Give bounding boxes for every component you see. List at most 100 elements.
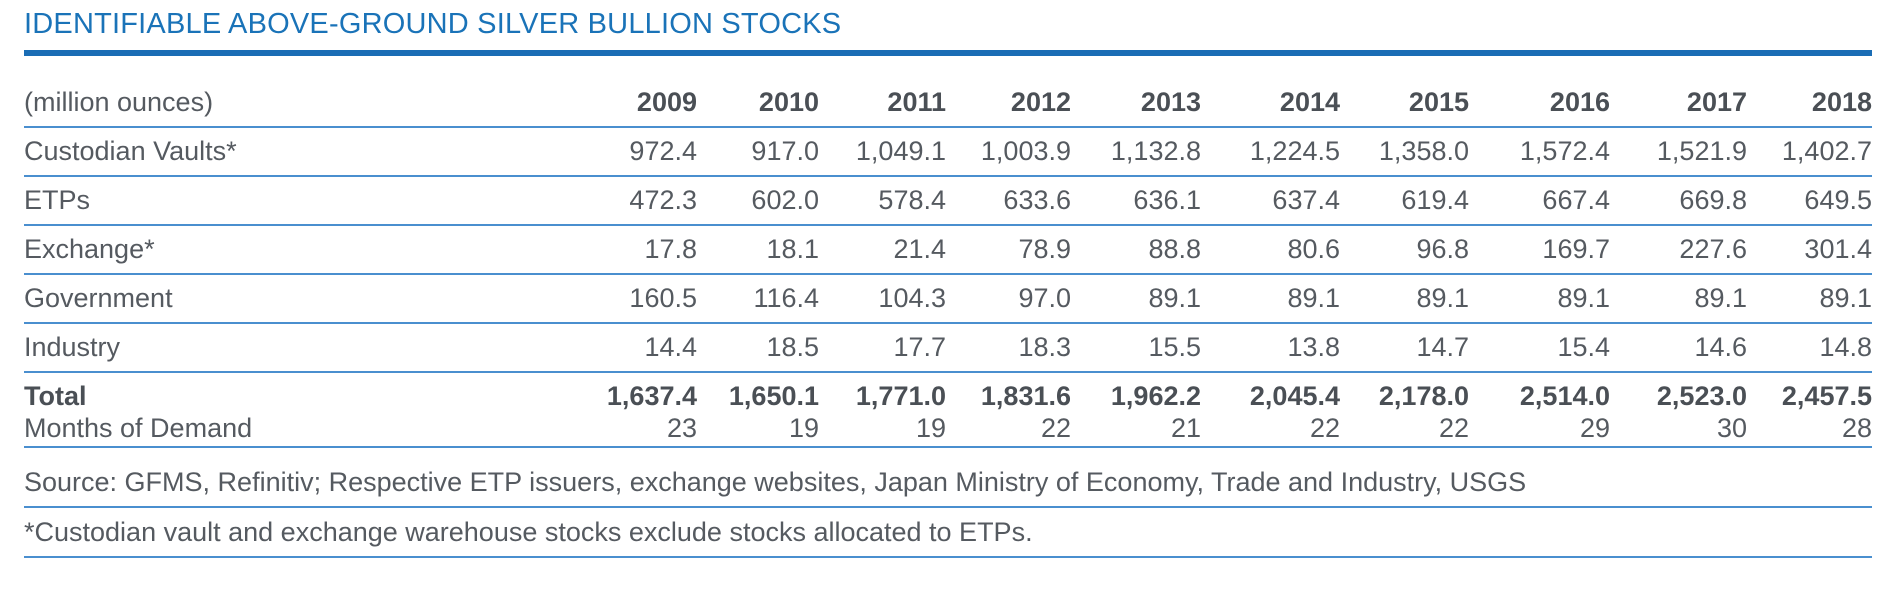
table-cell: 649.5 <box>1747 176 1872 226</box>
table-cell: 19 <box>697 413 819 448</box>
table-cell: 633.6 <box>946 176 1071 226</box>
unit-label: (million ounces) <box>24 78 570 128</box>
header-row: (million ounces) 2009 2010 2011 2012 201… <box>24 78 1872 128</box>
table-cell: 17.8 <box>570 225 697 275</box>
table-cell: 602.0 <box>697 176 819 226</box>
table-cell: 89.1 <box>1201 274 1340 324</box>
table-cell: 669.8 <box>1610 176 1747 226</box>
table-cell: 89.1 <box>1071 274 1201 324</box>
table-cell: 23 <box>570 413 697 448</box>
table-cell: 1,003.9 <box>946 127 1071 177</box>
total-cell: 1,637.4 <box>606 380 697 411</box>
table-notes: Source: GFMS, Refinitiv; Respective ETP … <box>24 458 1872 558</box>
table-cell: 917.0 <box>697 127 819 177</box>
table-row-total: Total 1,637.4 1,650.1 1,771.0 1,831.6 1,… <box>24 372 1872 413</box>
table-cell: 29 <box>1469 413 1610 448</box>
table-row-industry: Industry 14.4 18.5 17.7 18.3 15.5 13.8 1… <box>24 323 1872 373</box>
table-cell: 21 <box>1071 413 1201 448</box>
total-cell: 2,514.0 <box>1519 380 1610 411</box>
table-cell: 13.8 <box>1201 323 1340 373</box>
table-cell: 637.4 <box>1201 176 1340 226</box>
total-cell: 1,650.1 <box>728 380 819 411</box>
year-header: 2018 <box>1747 78 1872 128</box>
table-cell: 227.6 <box>1610 225 1747 275</box>
table-cell: 97.0 <box>946 274 1071 324</box>
table-cell: 21.4 <box>819 225 946 275</box>
source-note: Source: GFMS, Refinitiv; Respective ETP … <box>24 458 1872 508</box>
table-cell: 18.5 <box>697 323 819 373</box>
table-cell: 1,049.1 <box>819 127 946 177</box>
table-cell: 78.9 <box>946 225 1071 275</box>
table-cell: 1,572.4 <box>1469 127 1610 177</box>
table-cell: 169.7 <box>1469 225 1610 275</box>
table-row-etps: ETPs 472.3 602.0 578.4 633.6 636.1 637.4… <box>24 176 1872 226</box>
year-header: 2010 <box>697 78 819 128</box>
table-title: IDENTIFIABLE ABOVE-GROUND SILVER BULLION… <box>24 8 842 40</box>
table-cell: 15.4 <box>1469 323 1610 373</box>
table-cell: 15.5 <box>1071 323 1201 373</box>
row-label: ETPs <box>24 176 570 226</box>
table-cell: 28 <box>1747 413 1872 448</box>
table-cell: 14.7 <box>1340 323 1469 373</box>
table-cell: 18.1 <box>697 225 819 275</box>
table-cell: 17.7 <box>819 323 946 373</box>
table-cell: 160.5 <box>570 274 697 324</box>
table-cell: 30 <box>1610 413 1747 448</box>
table-cell: 1,521.9 <box>1610 127 1747 177</box>
year-header: 2014 <box>1201 78 1340 128</box>
table-cell: 667.4 <box>1469 176 1610 226</box>
year-header: 2012 <box>946 78 1071 128</box>
year-header: 2013 <box>1071 78 1201 128</box>
year-header: 2011 <box>819 78 946 128</box>
total-cell: 1,962.2 <box>1110 380 1201 411</box>
table-cell: 22 <box>946 413 1071 448</box>
table-cell: 22 <box>1201 413 1340 448</box>
silver-stocks-table: (million ounces) 2009 2010 2011 2012 201… <box>24 78 1872 448</box>
table-cell: 96.8 <box>1340 225 1469 275</box>
year-header: 2017 <box>1610 78 1747 128</box>
table-cell: 14.6 <box>1610 323 1747 373</box>
total-cell: 2,045.4 <box>1249 380 1340 411</box>
table-cell: 89.1 <box>1747 274 1872 324</box>
table-cell: 301.4 <box>1747 225 1872 275</box>
table-cell: 636.1 <box>1071 176 1201 226</box>
total-cell: 2,457.5 <box>1781 380 1872 411</box>
table-row-government: Government 160.5 116.4 104.3 97.0 89.1 8… <box>24 274 1872 324</box>
row-label: Custodian Vaults* <box>24 127 570 177</box>
title-divider <box>24 50 1872 56</box>
table-cell: 89.1 <box>1340 274 1469 324</box>
total-cell: 1,771.0 <box>855 380 946 411</box>
table-cell: 88.8 <box>1071 225 1201 275</box>
table-cell: 1,358.0 <box>1340 127 1469 177</box>
table-cell: 18.3 <box>946 323 1071 373</box>
table-cell: 89.1 <box>1610 274 1747 324</box>
table-cell: 972.4 <box>570 127 697 177</box>
table-cell: 472.3 <box>570 176 697 226</box>
table-cell: 116.4 <box>697 274 819 324</box>
table-cell: 22 <box>1340 413 1469 448</box>
row-label: Industry <box>24 323 570 373</box>
table-cell: 1,224.5 <box>1201 127 1340 177</box>
table-cell: 1,402.7 <box>1747 127 1872 177</box>
table-cell: 619.4 <box>1340 176 1469 226</box>
year-header: 2015 <box>1340 78 1469 128</box>
total-cell: 1,831.6 <box>980 380 1071 411</box>
table-row-exchange: Exchange* 17.8 18.1 21.4 78.9 88.8 80.6 … <box>24 225 1872 275</box>
table-cell: 14.8 <box>1747 323 1872 373</box>
row-label: Government <box>24 274 570 324</box>
table-cell: 1,132.8 <box>1071 127 1201 177</box>
row-label: Months of Demand <box>24 413 570 448</box>
total-cell: 2,523.0 <box>1656 380 1747 411</box>
table-row-custodian-vaults: Custodian Vaults* 972.4 917.0 1,049.1 1,… <box>24 127 1872 177</box>
table-cell: 89.1 <box>1469 274 1610 324</box>
table-cell: 80.6 <box>1201 225 1340 275</box>
footnote: *Custodian vault and exchange warehouse … <box>24 508 1872 558</box>
year-header: 2016 <box>1469 78 1610 128</box>
table-cell: 104.3 <box>819 274 946 324</box>
row-label: Total <box>24 380 87 411</box>
table-row-months-of-demand: Months of Demand 23 19 19 22 21 22 22 29… <box>24 413 1872 448</box>
total-cell: 2,178.0 <box>1378 380 1469 411</box>
row-label: Exchange* <box>24 225 570 275</box>
year-header: 2009 <box>570 78 697 128</box>
table-cell: 14.4 <box>570 323 697 373</box>
